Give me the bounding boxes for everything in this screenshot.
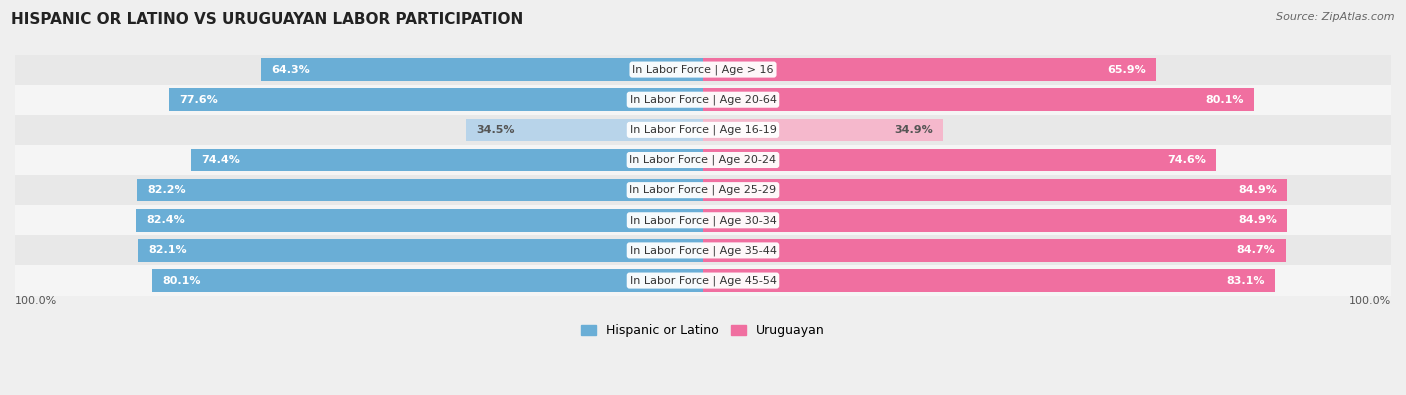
Bar	[15, 55, 1391, 85]
Text: In Labor Force | Age 45-54: In Labor Force | Age 45-54	[630, 275, 776, 286]
Bar	[136, 209, 703, 231]
Bar	[191, 149, 703, 171]
Text: 84.9%: 84.9%	[1237, 185, 1277, 195]
Text: In Labor Force | Age 25-29: In Labor Force | Age 25-29	[630, 185, 776, 196]
Bar	[169, 88, 703, 111]
Text: 82.4%: 82.4%	[146, 215, 186, 225]
Bar	[703, 269, 1275, 292]
Text: 34.5%: 34.5%	[477, 125, 515, 135]
Bar	[138, 179, 703, 201]
Text: Source: ZipAtlas.com: Source: ZipAtlas.com	[1277, 12, 1395, 22]
Bar	[15, 175, 1391, 205]
Bar	[703, 179, 1286, 201]
Text: 34.9%: 34.9%	[894, 125, 932, 135]
Bar	[260, 58, 703, 81]
Bar	[465, 118, 703, 141]
Text: 83.1%: 83.1%	[1226, 276, 1264, 286]
Bar	[15, 235, 1391, 265]
Bar	[15, 85, 1391, 115]
Legend: Hispanic or Latino, Uruguayan: Hispanic or Latino, Uruguayan	[576, 320, 830, 342]
Bar	[703, 58, 1156, 81]
Text: 80.1%: 80.1%	[1205, 95, 1244, 105]
Bar	[703, 88, 1254, 111]
Text: 82.1%: 82.1%	[149, 245, 187, 256]
Text: 74.4%: 74.4%	[201, 155, 240, 165]
Text: HISPANIC OR LATINO VS URUGUAYAN LABOR PARTICIPATION: HISPANIC OR LATINO VS URUGUAYAN LABOR PA…	[11, 12, 523, 27]
Text: 65.9%: 65.9%	[1108, 64, 1146, 75]
Text: In Labor Force | Age 16-19: In Labor Force | Age 16-19	[630, 124, 776, 135]
Text: 74.6%: 74.6%	[1167, 155, 1206, 165]
Text: 84.7%: 84.7%	[1237, 245, 1275, 256]
Bar	[15, 115, 1391, 145]
Text: 80.1%: 80.1%	[162, 276, 201, 286]
Bar	[152, 269, 703, 292]
Text: In Labor Force | Age 20-24: In Labor Force | Age 20-24	[630, 155, 776, 165]
Bar	[703, 209, 1286, 231]
Bar	[703, 239, 1285, 262]
Text: In Labor Force | Age > 16: In Labor Force | Age > 16	[633, 64, 773, 75]
Text: In Labor Force | Age 35-44: In Labor Force | Age 35-44	[630, 245, 776, 256]
Text: 64.3%: 64.3%	[271, 64, 309, 75]
Text: 100.0%: 100.0%	[15, 295, 58, 306]
Text: 100.0%: 100.0%	[1348, 295, 1391, 306]
Bar	[15, 265, 1391, 295]
Bar	[15, 205, 1391, 235]
Text: 82.2%: 82.2%	[148, 185, 187, 195]
Bar	[138, 239, 703, 262]
Text: 84.9%: 84.9%	[1237, 215, 1277, 225]
Bar	[703, 149, 1216, 171]
Text: In Labor Force | Age 20-64: In Labor Force | Age 20-64	[630, 94, 776, 105]
Bar	[703, 118, 943, 141]
Bar	[15, 145, 1391, 175]
Text: In Labor Force | Age 30-34: In Labor Force | Age 30-34	[630, 215, 776, 226]
Text: 77.6%: 77.6%	[180, 95, 218, 105]
